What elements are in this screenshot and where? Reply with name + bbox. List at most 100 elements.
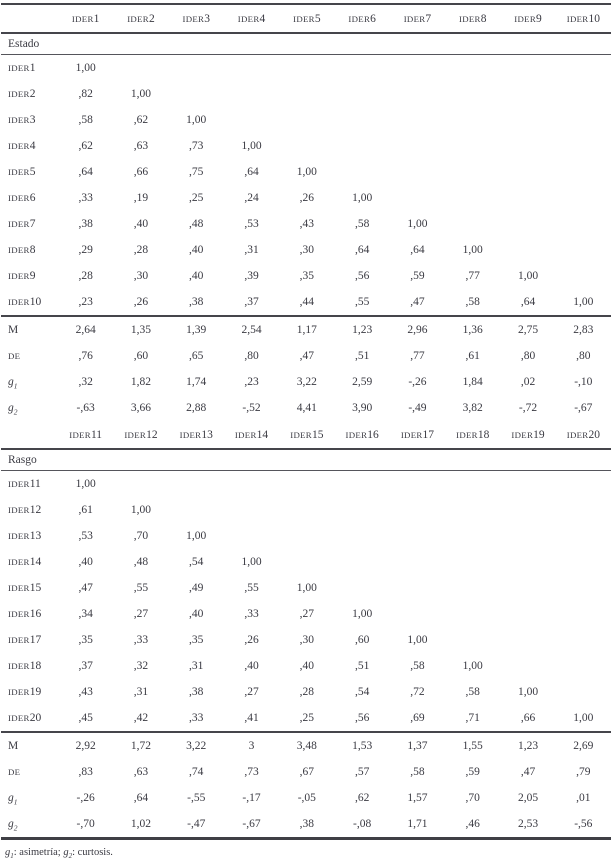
- correlation-value: 1,00: [462, 244, 483, 256]
- correlation-value: ,60: [354, 634, 370, 646]
- label-number: 4: [29, 140, 36, 152]
- correlation-value: ,29: [78, 244, 93, 256]
- stat-value: 1,23: [500, 731, 556, 759]
- empty-cell: [445, 523, 500, 549]
- label-number: 19: [29, 686, 42, 698]
- correlation-value: ,72: [410, 686, 425, 698]
- stat-value: 1,55: [445, 731, 501, 759]
- correlation-value: ,26: [299, 192, 315, 204]
- stat-value: -,67: [223, 811, 280, 840]
- correlation-value: ,58: [465, 686, 480, 698]
- empty-cell: [500, 81, 555, 107]
- stat-row-M: M 2,92 1,72 3,22 3 3,48 1,53 1,37 1,55 1,23 2,69: [1, 731, 611, 759]
- label-letters: IDER: [348, 13, 371, 24]
- label-letters: IDER: [8, 479, 30, 489]
- stat-value: 1,57: [407, 792, 428, 804]
- g-subscript: 1: [10, 852, 14, 861]
- empty-cell: [445, 601, 500, 627]
- stat-value: -,72: [518, 402, 538, 414]
- row-label: IDER14: [1, 549, 58, 575]
- correlation-value: ,47: [78, 582, 93, 594]
- empty-cell: [500, 107, 555, 133]
- empty-cell: [113, 471, 168, 498]
- row-label: IDER2: [1, 81, 58, 107]
- stat-value: ,59: [465, 766, 480, 778]
- row-label: IDER3: [1, 107, 58, 133]
- label-number: 20: [29, 712, 42, 724]
- correlation-value: ,23: [78, 296, 93, 308]
- correlation-value: ,28: [78, 270, 93, 282]
- correlation-value: ,61: [78, 504, 93, 516]
- matrix-row: IDER20 ,45 ,42 ,33 ,41 ,25 ,56 ,69 ,71 ,66 1,00: [1, 705, 611, 732]
- empty-cell: [334, 107, 389, 133]
- label-letters: IDER: [403, 13, 426, 24]
- label-number: 10: [588, 12, 600, 25]
- footnote-text: asimetría: [19, 847, 58, 858]
- empty-cell: [556, 679, 611, 705]
- row-label: IDER17: [1, 627, 58, 653]
- g-symbol: g: [8, 402, 14, 414]
- correlation-value: ,66: [133, 166, 149, 178]
- empty-cell: [334, 575, 389, 601]
- empty-cell: [113, 55, 168, 82]
- label-letters: IDER: [8, 141, 30, 151]
- empty-cell: [390, 523, 445, 549]
- correlation-value: ,34: [78, 608, 93, 620]
- correlation-value: ,40: [189, 608, 204, 620]
- correlation-value: ,40: [244, 660, 259, 672]
- empty-cell: [390, 55, 445, 82]
- label-letters: IDER: [8, 661, 30, 671]
- label-letters: IDER: [458, 13, 481, 24]
- stat-value: 2,53: [500, 811, 556, 840]
- empty-cell: [334, 497, 389, 523]
- g-subscript: 2: [68, 852, 73, 861]
- correlation-value: 1,00: [517, 270, 539, 282]
- column-header: IDER16: [334, 421, 390, 450]
- empty-cell: [556, 549, 611, 575]
- label-letters: IDER: [237, 13, 260, 24]
- empty-cell: [556, 523, 611, 549]
- correlation-value: ,53: [244, 218, 259, 230]
- label-letters: IDER: [293, 13, 315, 24]
- label-number: 2: [29, 88, 36, 100]
- empty-cell: [500, 523, 555, 549]
- stat-value: 3,66: [130, 402, 151, 414]
- empty-cell: [500, 653, 555, 679]
- empty-cell: [169, 497, 224, 523]
- table-footnote: g1: asimetría; g2: curtosis.: [1, 840, 611, 861]
- row-label: IDER8: [1, 237, 58, 263]
- label-letters: IDER: [8, 583, 30, 593]
- correlation-value: ,51: [354, 660, 370, 672]
- correlation-value: ,54: [189, 556, 204, 568]
- correlation-value: ,26: [133, 296, 149, 308]
- stat-value: 2,96: [389, 315, 446, 343]
- empty-cell: [445, 159, 500, 185]
- stat-label: g1: [1, 369, 58, 395]
- label-letters: DE: [8, 767, 21, 777]
- empty-cell: [556, 653, 611, 679]
- row-label: IDER5: [1, 159, 58, 185]
- empty-cell: [556, 263, 611, 289]
- empty-cell: [445, 81, 500, 107]
- correlation-value: ,33: [78, 192, 93, 204]
- section-title: Estado: [1, 33, 611, 55]
- footnote-separator: .: [110, 847, 113, 858]
- label-letters: IDER: [8, 609, 30, 619]
- stat-value: -,52: [242, 402, 261, 414]
- empty-cell: [390, 471, 445, 498]
- correlation-value: ,31: [244, 244, 259, 256]
- label-letters: IDER: [8, 271, 30, 281]
- empty-cell: [279, 133, 334, 159]
- correlation-value: ,58: [354, 218, 370, 230]
- stat-row-g2: g2 -,70 1,02 -,47 -,67,38 -,08 1,71,46 2,53 -,56: [1, 811, 611, 840]
- empty-cell: [445, 211, 500, 237]
- label-letters: IDER: [566, 429, 589, 440]
- label-number: 15: [29, 582, 42, 594]
- label-letters: IDER: [8, 115, 30, 125]
- stat-value: ,77: [410, 350, 425, 362]
- stat-label: M: [1, 731, 58, 759]
- stat-value: 2,54: [223, 315, 280, 343]
- correlation-value: ,58: [465, 296, 480, 308]
- empty-cell: [500, 237, 555, 263]
- stat-value: -,70: [58, 811, 114, 840]
